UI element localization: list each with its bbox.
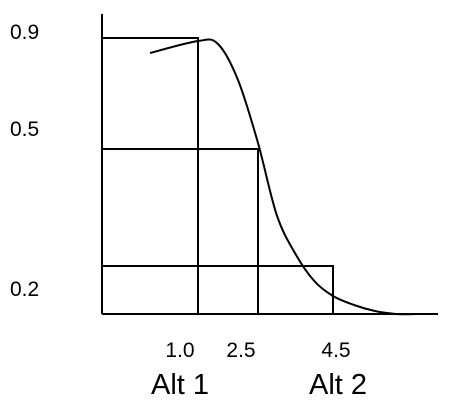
chart-marks [101,14,438,316]
y-tick-label-1: 0.5 [10,118,39,141]
y-tick-label-2: 0.2 [10,278,39,301]
x-tick-label-1: 2.5 [226,339,255,362]
y-tick-label-0: 0.9 [10,21,39,44]
box-1 [102,37,199,314]
box-2 [102,148,259,314]
category-label-alt-1: Alt 1 [151,369,209,401]
density-curve [149,38,418,316]
category-label-alt-2: Alt 2 [309,369,367,401]
x-tick-label-2: 4.5 [321,339,350,362]
box-3 [102,265,334,314]
x-tick-label-0: 1.0 [165,339,194,362]
